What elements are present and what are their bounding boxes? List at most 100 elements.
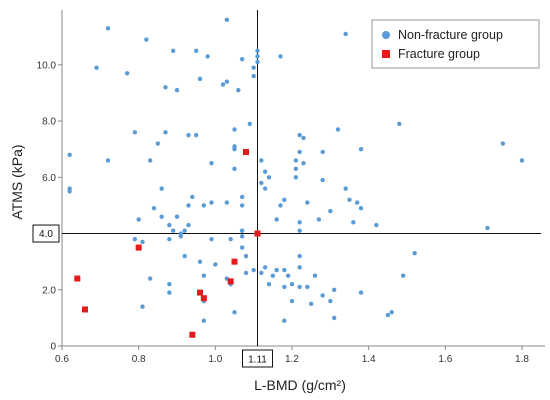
non-fracture-point xyxy=(167,222,172,228)
non-fracture-point xyxy=(519,158,525,163)
non-fracture-point xyxy=(251,267,256,273)
non-fracture-point xyxy=(262,265,268,270)
non-fracture-point xyxy=(159,214,164,219)
non-fracture-point xyxy=(132,236,138,242)
data-points xyxy=(67,17,525,338)
non-fracture-point xyxy=(247,121,253,127)
non-fracture-point xyxy=(308,301,314,307)
non-fracture-point xyxy=(140,304,145,309)
non-fracture-point xyxy=(412,251,417,256)
non-fracture-point xyxy=(163,85,168,90)
x-ticks: 0.6 0.8 1.0 1.2 1.4 1.6 1.8 xyxy=(55,346,529,365)
non-fracture-point xyxy=(358,146,364,152)
non-fracture-point xyxy=(197,76,203,82)
legend-marker-fracture xyxy=(382,50,390,58)
non-fracture-point xyxy=(320,149,325,155)
non-fracture-point xyxy=(124,71,130,76)
non-fracture-point xyxy=(297,149,302,155)
non-fracture-point xyxy=(186,132,191,138)
non-fracture-point xyxy=(193,48,199,53)
non-fracture-point xyxy=(358,290,364,295)
non-fracture-point xyxy=(389,310,394,315)
non-fracture-point xyxy=(205,54,210,59)
non-fracture-point xyxy=(270,273,276,278)
non-fracture-point xyxy=(201,203,207,208)
non-fracture-point xyxy=(197,259,203,264)
non-fracture-point xyxy=(239,194,245,200)
non-fracture-point xyxy=(320,177,325,183)
non-fracture-point xyxy=(251,65,256,70)
fracture-point xyxy=(243,148,249,155)
y-tick-label: 2.0 xyxy=(42,285,56,296)
y-tick-label: 0 xyxy=(50,342,56,353)
non-fracture-point xyxy=(182,228,187,233)
non-fracture-point xyxy=(67,152,72,158)
non-fracture-point xyxy=(293,158,299,163)
y-tick-label: 8.0 xyxy=(42,117,56,128)
non-fracture-point xyxy=(262,186,268,191)
non-fracture-point xyxy=(259,270,264,276)
legend-marker-non-fracture xyxy=(382,31,390,39)
non-fracture-point xyxy=(190,194,195,200)
non-fracture-point xyxy=(105,158,111,163)
non-fracture-point xyxy=(170,48,176,53)
non-fracture-point xyxy=(239,57,245,62)
non-fracture-point xyxy=(305,284,310,290)
non-fracture-point xyxy=(343,31,348,37)
non-fracture-point xyxy=(351,220,356,225)
y-tick-label: 6.0 xyxy=(42,173,56,184)
x-tick-label: 1.2 xyxy=(285,354,299,365)
non-fracture-point xyxy=(278,203,283,208)
non-fracture-point xyxy=(213,262,218,267)
non-fracture-point xyxy=(331,315,337,321)
non-fracture-point xyxy=(209,200,214,205)
non-fracture-point xyxy=(289,281,295,287)
fracture-point xyxy=(197,289,203,296)
non-fracture-point xyxy=(224,79,230,84)
non-fracture-point xyxy=(236,87,241,93)
non-fracture-point xyxy=(397,121,402,127)
y-axis-label: ATMS (kPa) xyxy=(9,144,25,219)
non-fracture-point xyxy=(147,276,153,281)
y-reference-label: 4.0 xyxy=(39,229,53,240)
non-fracture-point xyxy=(259,180,264,186)
non-fracture-point xyxy=(255,54,260,59)
non-fracture-point xyxy=(274,267,279,273)
non-fracture-point xyxy=(500,141,506,146)
non-fracture-point xyxy=(201,273,207,278)
non-fracture-point xyxy=(243,253,249,259)
fracture-point xyxy=(82,306,88,313)
non-fracture-point xyxy=(358,206,364,211)
non-fracture-point xyxy=(282,197,287,202)
non-fracture-point xyxy=(147,158,153,163)
non-fracture-point xyxy=(297,253,302,259)
x-tick-label: 1.8 xyxy=(515,354,529,365)
non-fracture-point xyxy=(243,270,249,276)
non-fracture-point xyxy=(282,267,287,273)
y-ticks: 0 2.0 6.0 8.0 10.0 xyxy=(37,60,62,353)
non-fracture-point xyxy=(285,273,291,278)
non-fracture-point xyxy=(232,146,237,152)
non-fracture-point xyxy=(266,175,272,180)
x-reference-label: 1.11 xyxy=(248,355,267,366)
non-fracture-point xyxy=(132,130,138,135)
non-fracture-point xyxy=(282,284,287,290)
non-fracture-point xyxy=(167,281,172,287)
non-fracture-point xyxy=(94,65,99,70)
non-fracture-point xyxy=(201,318,207,323)
non-fracture-point xyxy=(209,161,214,166)
x-tick-label: 0.6 xyxy=(55,354,69,365)
non-fracture-point xyxy=(136,217,141,222)
non-fracture-point xyxy=(239,203,245,208)
fracture-point xyxy=(227,278,234,285)
non-fracture-point xyxy=(354,200,360,205)
non-fracture-point xyxy=(170,228,176,233)
reference-lines: 1.11 4.0 xyxy=(32,10,541,368)
non-fracture-point xyxy=(105,26,111,31)
non-fracture-point xyxy=(347,197,352,202)
fracture-point xyxy=(74,275,81,282)
non-fracture-point xyxy=(151,206,157,211)
non-fracture-point xyxy=(232,166,237,172)
non-fracture-point xyxy=(163,130,168,135)
